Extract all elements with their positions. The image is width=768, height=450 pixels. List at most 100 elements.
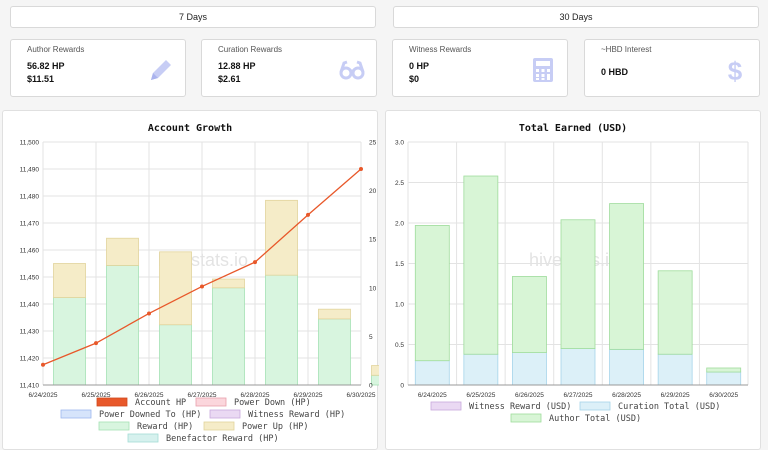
curation-rewards-card: Curation Rewards 12.88 HP $2.61 bbox=[201, 39, 377, 97]
total-earned-chart: hivestats.io 00.51.01.52.02.53.06/24/202… bbox=[395, 140, 749, 424]
legend-label: Curation Total (USD) bbox=[618, 402, 720, 412]
legend-swatch bbox=[127, 433, 159, 443]
svg-text:$: $ bbox=[728, 56, 743, 84]
legend-swatch bbox=[209, 409, 241, 419]
witness-rewards-hp: 0 HP bbox=[409, 61, 430, 71]
left-axis-tick-label: 11,430 bbox=[20, 329, 40, 336]
x-axis-tick-label: 6/29/2025 bbox=[294, 392, 323, 399]
left-axis-tick-label: 11,420 bbox=[20, 356, 40, 363]
bar-author-total bbox=[609, 203, 644, 350]
legend-swatch bbox=[96, 397, 128, 407]
left-axis-tick-label: 11,440 bbox=[20, 302, 40, 309]
bar-power-up-hp bbox=[159, 251, 192, 326]
hbd-interest-value: 0 HBD bbox=[601, 67, 629, 77]
legend-label: Power Up (HP) bbox=[242, 422, 309, 432]
legend-swatch bbox=[510, 413, 542, 423]
bar-author-total bbox=[414, 225, 450, 362]
right-axis-tick-label: 25 bbox=[369, 140, 377, 147]
right-axis-tick-label: 10 bbox=[369, 285, 377, 292]
bar-reward-hp bbox=[318, 318, 351, 386]
y-axis-tick-label: 2.0 bbox=[395, 221, 404, 228]
account-hp-point bbox=[200, 284, 204, 289]
x-axis-tick-label: 6/24/2025 bbox=[418, 392, 447, 399]
account-hp-point bbox=[41, 362, 45, 367]
account-growth-panel: Account Growth hivestats.io 11,410 11,420… bbox=[2, 110, 379, 450]
legend-label: Benefactor Reward (HP) bbox=[166, 434, 279, 444]
left-axis-tick-label: 11,450 bbox=[20, 275, 40, 282]
y-axis-tick-label: 1.5 bbox=[395, 261, 404, 268]
bar-power-up-hp bbox=[53, 263, 86, 298]
legend-swatch bbox=[203, 421, 235, 431]
account-hp-point bbox=[147, 311, 151, 316]
legend-label: Account HP bbox=[135, 398, 186, 408]
y-axis-tick-label: 1.0 bbox=[395, 302, 404, 309]
legend-label: Power Downed To (HP) bbox=[99, 410, 201, 420]
bar-reward-hp bbox=[265, 274, 298, 386]
witness-rewards-card: Witness Rewards 0 HP $0 bbox=[392, 39, 568, 97]
total-earned-title: Total Earned (USD) bbox=[518, 123, 628, 134]
witness-rewards-usd: $0 bbox=[409, 74, 420, 84]
left-axis-tick-label: 11,490 bbox=[20, 167, 40, 174]
bar-author-total bbox=[657, 270, 693, 355]
x-axis-tick-label: 6/25/2025 bbox=[82, 392, 111, 399]
bar-curation-total bbox=[463, 353, 499, 386]
curation-rewards-hp: 12.88 HP bbox=[218, 61, 256, 71]
hbd-interest-title: ~HBD Interest bbox=[601, 45, 652, 54]
y-axis-tick-label: 2.5 bbox=[395, 180, 404, 187]
thirty-days-button[interactable]: 30 Days bbox=[393, 6, 759, 28]
bar-author-total bbox=[560, 219, 596, 349]
account-growth-chart: hivestats.io 11,41011,42011,43011,44011,… bbox=[20, 140, 379, 444]
account-hp-point bbox=[253, 260, 257, 265]
account-hp-point bbox=[359, 167, 363, 171]
bar-curation-total bbox=[414, 360, 450, 386]
hbd-interest-card: ~HBD Interest 0 HBD $ bbox=[584, 39, 760, 97]
author-rewards-title: Author Rewards bbox=[27, 45, 85, 54]
glasses-icon bbox=[339, 60, 365, 80]
account-growth-title: Account Growth bbox=[147, 123, 233, 134]
seven-days-button[interactable]: 7 Days bbox=[10, 6, 376, 28]
bar-author-total bbox=[706, 367, 742, 373]
legend-label: Author Total (USD) bbox=[549, 414, 641, 424]
bar-reward-hp bbox=[159, 324, 192, 386]
legend-label: Witness Reward (HP) bbox=[248, 410, 345, 420]
total-earned-panel: Total Earned (USD) hivestats.io 00.51.01… bbox=[385, 110, 761, 450]
bar-power-up-hp bbox=[318, 308, 351, 320]
curation-rewards-title: Curation Rewards bbox=[218, 45, 283, 54]
x-axis-tick-label: 6/28/2025 bbox=[612, 392, 641, 399]
y-axis-tick-label: 0.5 bbox=[395, 342, 404, 349]
legend-label: Witness Reward (USD) bbox=[469, 402, 571, 412]
legend-swatch bbox=[195, 397, 227, 407]
left-axis-tick-label: 11,460 bbox=[20, 248, 40, 255]
bar-curation-total bbox=[609, 348, 644, 386]
left-axis-tick-label: 11,410 bbox=[20, 383, 40, 390]
bar-power-up-hp bbox=[371, 365, 379, 376]
curation-rewards-usd: $2.61 bbox=[218, 74, 241, 84]
account-hp-point bbox=[306, 212, 310, 217]
witness-rewards-title: Witness Rewards bbox=[409, 45, 472, 54]
bar-reward-hp bbox=[106, 265, 139, 386]
legend-swatch bbox=[430, 401, 462, 411]
x-axis-tick-label: 6/29/2025 bbox=[661, 392, 690, 399]
author-rewards-card: Author Rewards 56.82 HP $11.51 bbox=[10, 39, 186, 97]
x-axis-tick-label: 6/30/2025 bbox=[709, 392, 738, 399]
legend-swatch bbox=[579, 401, 611, 411]
bar-reward-hp bbox=[212, 287, 245, 386]
legend-label: Reward (HP) bbox=[137, 422, 193, 432]
right-axis-tick-label: 5 bbox=[369, 334, 373, 341]
bar-reward-hp bbox=[53, 297, 86, 386]
x-axis-tick-label: 6/26/2025 bbox=[135, 392, 164, 399]
left-axis-tick-label: 11,500 bbox=[20, 140, 40, 147]
account-hp-point bbox=[94, 341, 98, 346]
bar-reward-hp bbox=[371, 374, 379, 386]
x-axis-tick-label: 6/30/2025 bbox=[347, 392, 376, 399]
bar-curation-total bbox=[706, 371, 742, 386]
bar-curation-total bbox=[657, 353, 693, 386]
bar-power-up-hp bbox=[212, 278, 245, 289]
y-axis-tick-label: 3.0 bbox=[395, 140, 404, 147]
bar-author-total bbox=[463, 175, 499, 355]
x-axis-tick-label: 6/24/2025 bbox=[29, 392, 58, 399]
legend-swatch bbox=[98, 421, 130, 431]
left-axis-tick-label: 11,480 bbox=[20, 194, 40, 201]
x-axis-tick-label: 6/25/2025 bbox=[466, 392, 495, 399]
x-axis-tick-label: 6/28/2025 bbox=[241, 392, 270, 399]
